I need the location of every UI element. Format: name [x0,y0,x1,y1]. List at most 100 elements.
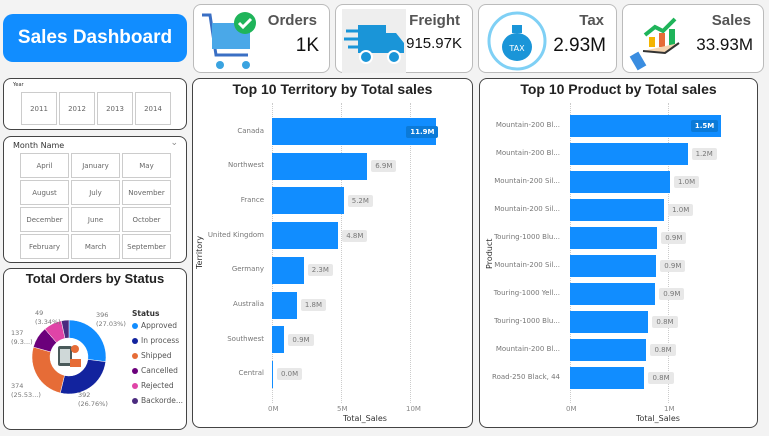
gridline [668,103,669,403]
bar[interactable] [570,199,665,221]
y-axis-title: Territory [195,235,204,269]
kpi-value: 2.93M [553,35,606,56]
data-label-percent: (27.03%) [96,320,126,328]
data-label-value: 374 [11,382,24,390]
chevron-down-icon[interactable]: ⌄ [170,138,178,148]
month-option[interactable]: January [71,153,120,178]
year-option[interactable]: 2011 [21,92,57,125]
data-label: 0.8M [652,316,678,328]
kpi-label: Orders [267,12,317,29]
product-chart-card: Top 10 Product by Total sales Product To… [479,78,758,428]
month-option[interactable]: November [122,180,171,205]
bar[interactable] [570,115,721,137]
shopping-cart-check-icon [202,12,256,69]
x-tick-label: 5M [337,405,348,413]
bar[interactable] [272,222,339,250]
category-label: Mountain-200 Sil... [494,177,560,185]
legend-item[interactable]: Shipped [132,351,172,360]
x-tick-label: 1M [664,405,675,413]
year-option[interactable]: 2012 [59,92,95,125]
month-option[interactable]: June [71,207,120,232]
legend-label: Shipped [141,351,172,360]
clipboard-truck-icon [58,345,81,367]
bar[interactable] [272,291,297,319]
chart-title: Total Orders by Status [25,271,165,286]
legend-label: Backorde... [141,396,184,405]
category-label: Northwest [227,161,264,170]
legend-marker [132,397,138,404]
category-label: Mountain-200 Bl... [495,149,560,157]
year-option[interactable]: 2013 [97,92,133,125]
month-option[interactable]: September [122,234,171,259]
category-label: France [240,195,264,204]
month-option[interactable]: March [71,234,120,259]
month-option[interactable]: December [20,207,69,232]
category-label: Mountain-200 Sil... [494,205,560,213]
bar[interactable] [272,256,304,284]
legend-item[interactable]: Approved [132,321,177,330]
x-tick-label: 0M [268,405,279,413]
data-label-percent: (26.76%) [78,400,108,408]
legend-item[interactable]: In process [132,336,179,345]
data-label: 2.3M [307,264,333,277]
bar[interactable] [570,283,656,305]
slicer-title: Month Name [13,141,65,150]
kpi-label: Tax [579,12,604,29]
legend-label: Approved [141,321,177,330]
bar[interactable] [272,152,368,180]
legend-label: Cancelled [141,366,178,375]
month-option[interactable]: February [20,234,69,259]
month-option[interactable]: August [20,180,69,205]
data-label: 1.8M [300,299,326,311]
data-label: 1.0M [668,204,694,216]
month-option[interactable]: October [122,207,171,232]
legend-item[interactable]: Backorde... [132,396,183,405]
kpi-card-orders: Orders 1K [193,4,330,73]
data-label-percent: (25.53...) [11,391,41,399]
kpi-card-tax: TAX Tax 2.93M [478,4,617,73]
legend-marker [132,367,138,374]
kpi-value: 915.97K [406,35,462,52]
bar[interactable] [272,326,285,354]
legend-item[interactable]: Cancelled [132,366,178,375]
gridline [272,103,273,403]
chart-title: Top 10 Territory by Total sales [232,81,433,97]
data-label: 4.8M [342,229,368,242]
bar[interactable] [570,171,670,193]
data-label: 6.9M [371,160,397,173]
data-label-value: 392 [78,391,91,399]
month-option[interactable]: July [71,180,120,205]
hand-growth-chart-icon [629,17,680,71]
category-label: Touring-1000 Blu... [494,317,560,325]
data-label-value: 396 [96,311,109,319]
legend-label: Rejected [141,381,174,390]
data-label: 1.0M [673,176,700,188]
month-option[interactable]: April [20,153,69,178]
slicer-title: Year [13,82,24,88]
bar[interactable] [272,360,273,388]
legend-item[interactable]: Rejected [132,381,174,390]
bar[interactable] [570,143,688,165]
delivery-truck-icon [342,9,406,73]
data-label: 1.5M [690,120,719,132]
bar[interactable] [570,227,658,249]
category-label: Touring-1000 Blu... [494,233,560,241]
bar[interactable] [570,311,649,333]
bar[interactable] [272,187,344,215]
gridline [341,103,342,403]
data-label: 0.9M [659,288,685,300]
category-label: Australia [233,300,264,308]
bar[interactable] [570,367,645,389]
donut-slice-backordered[interactable] [60,319,70,339]
tax-bag-icon: TAX [487,11,547,71]
data-label-percent: (3.34%) [35,318,61,326]
legend-marker [132,337,138,344]
bar[interactable] [570,255,657,277]
year-option[interactable]: 2014 [135,92,171,125]
category-label: Mountain-200 Bl... [495,121,560,129]
data-label: 0.9M [288,333,314,346]
dashboard-title-button[interactable]: Sales Dashboard [3,14,187,62]
month-option[interactable]: May [122,153,171,178]
bar[interactable] [570,339,647,361]
gridline [570,103,571,403]
